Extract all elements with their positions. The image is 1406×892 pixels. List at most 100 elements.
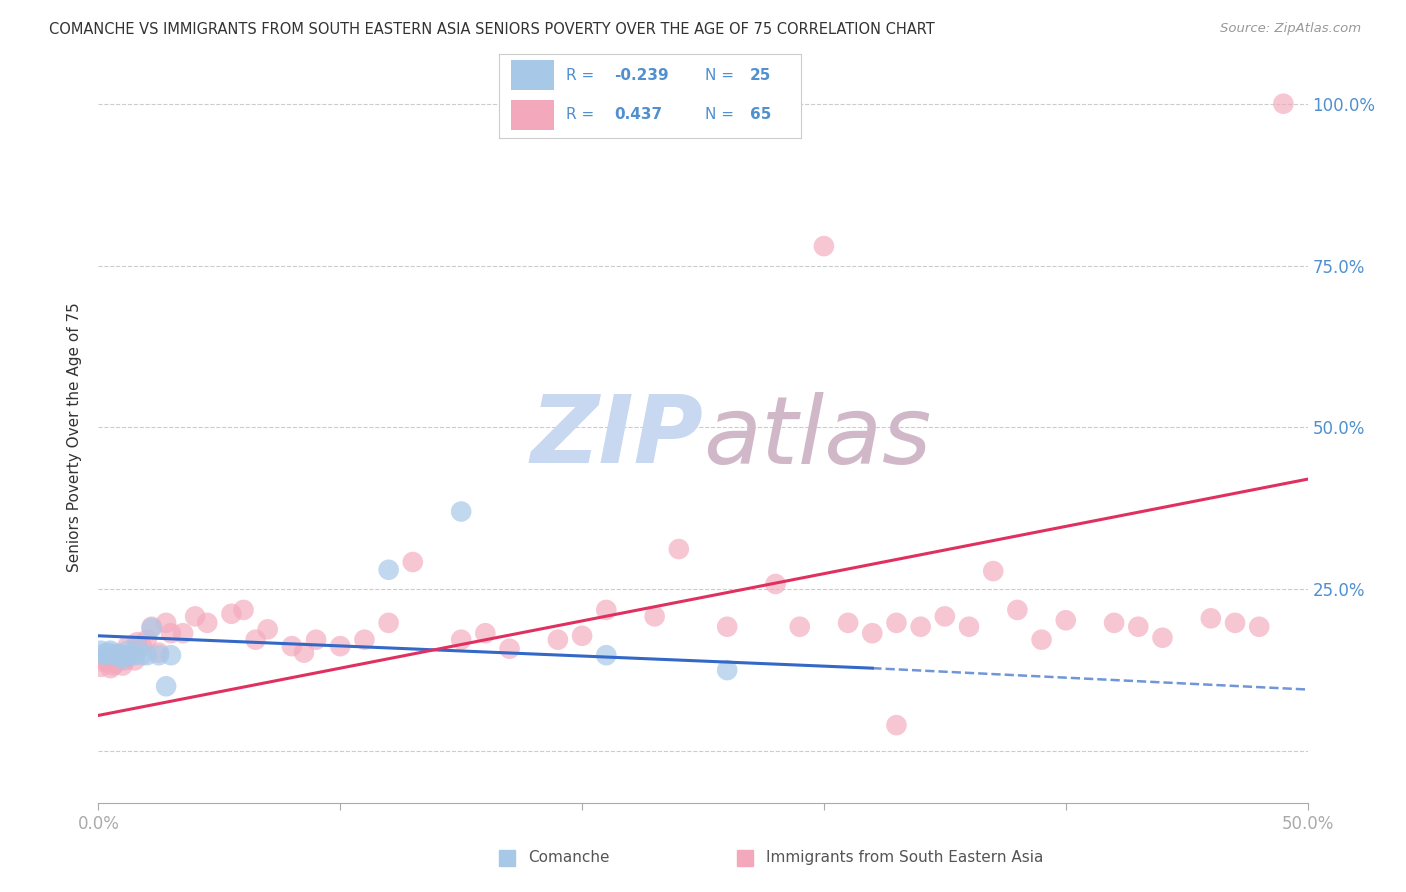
Point [981,564,1004,578]
Point [101,647,124,661]
Point [1054,613,1077,627]
Point [1102,615,1125,630]
Point [141,620,163,634]
Point [221,607,243,621]
Point [377,563,399,577]
Point [100,643,122,657]
Text: COMANCHE VS IMMIGRANTS FROM SOUTH EASTERN ASIA SENIORS POVERTY OVER THE AGE OF 7: COMANCHE VS IMMIGRANTS FROM SOUTH EASTER… [49,22,935,37]
Point [305,632,328,647]
Point [155,679,177,693]
Text: 65: 65 [749,107,772,122]
Point [860,626,883,640]
Point [118,648,141,663]
Text: Immigrants from South Eastern Asia: Immigrants from South Eastern Asia [766,850,1043,865]
Text: -0.239: -0.239 [614,68,669,83]
Point [353,632,375,647]
Point [97,646,120,660]
Point [668,542,690,557]
Point [101,658,124,673]
Point [292,646,315,660]
Point [595,603,617,617]
Point [377,615,399,630]
Point [1223,615,1246,630]
Point [90,643,112,657]
Text: R =: R = [565,68,599,83]
Text: 0.437: 0.437 [614,107,662,122]
Point [148,646,170,660]
Point [595,648,617,663]
Point [131,639,153,653]
Point [104,648,127,663]
Point [107,647,129,661]
Point [886,718,908,732]
Point [1272,96,1295,111]
Point [256,623,278,637]
Point [837,615,859,630]
Point [329,639,352,653]
Point [141,621,163,635]
Text: atlas: atlas [703,392,931,483]
Y-axis label: Seniors Poverty Over the Age of 75: Seniors Poverty Over the Age of 75 [67,302,83,572]
Point [117,639,139,653]
Point [789,620,811,634]
Text: Source: ZipAtlas.com: Source: ZipAtlas.com [1220,22,1361,36]
Point [910,620,932,634]
Point [1007,603,1029,617]
Point [97,652,120,666]
Point [135,648,157,663]
Point [498,641,520,656]
Point [813,239,835,253]
Text: 25: 25 [749,68,772,83]
Point [195,615,218,630]
Point [716,620,738,634]
Text: ZIP: ZIP [530,391,703,483]
Point [131,648,153,663]
Point [91,647,114,661]
Point [114,648,136,663]
Point [172,626,194,640]
FancyBboxPatch shape [512,100,554,130]
Point [281,639,304,653]
Point [108,650,131,665]
Point [957,620,980,634]
Point [94,648,117,663]
FancyBboxPatch shape [512,61,554,90]
Point [547,632,569,647]
Point [94,653,117,667]
Text: R =: R = [565,107,603,122]
Point [155,615,177,630]
Point [104,657,127,671]
Point [160,648,183,663]
Point [245,632,267,647]
Point [765,577,787,591]
Point [644,609,666,624]
Point [571,629,593,643]
Point [1152,631,1174,645]
Point [108,648,131,663]
Point [118,648,141,663]
Point [184,609,207,624]
Point [474,626,496,640]
Point [148,648,170,663]
Point [124,648,146,663]
Point [450,504,472,518]
Text: Comanche: Comanche [527,850,609,865]
Point [716,663,738,677]
Point [114,653,136,667]
Text: N =: N = [704,107,738,122]
Point [117,643,139,657]
Point [124,653,146,667]
Point [1031,632,1053,647]
Point [90,660,112,674]
Point [127,635,149,649]
Point [1199,611,1222,625]
Point [934,609,956,624]
Point [91,655,114,669]
Point [100,661,122,675]
Point [135,632,157,647]
Text: N =: N = [704,68,738,83]
Point [111,652,134,666]
Point [111,658,134,673]
Point [1128,620,1150,634]
Point [886,615,908,630]
